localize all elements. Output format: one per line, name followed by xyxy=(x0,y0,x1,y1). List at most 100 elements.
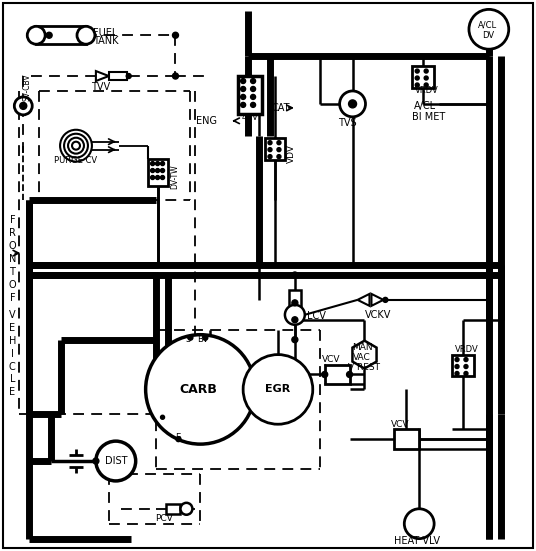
Text: H: H xyxy=(9,336,16,345)
Circle shape xyxy=(241,102,245,107)
Circle shape xyxy=(161,161,165,165)
Bar xyxy=(109,72,126,80)
Text: MAN: MAN xyxy=(353,343,373,352)
Text: O: O xyxy=(9,241,16,251)
Circle shape xyxy=(455,371,459,375)
Bar xyxy=(289,290,301,308)
Polygon shape xyxy=(353,341,377,369)
Text: TANK: TANK xyxy=(93,36,118,46)
Circle shape xyxy=(464,365,468,369)
Circle shape xyxy=(64,134,88,158)
Circle shape xyxy=(27,26,45,44)
Text: N: N xyxy=(9,254,16,264)
Circle shape xyxy=(415,83,419,87)
Bar xyxy=(412,66,434,88)
Circle shape xyxy=(126,73,131,79)
Text: V REST: V REST xyxy=(347,363,379,372)
Circle shape xyxy=(72,142,80,150)
Circle shape xyxy=(292,317,298,323)
Circle shape xyxy=(77,26,95,44)
Polygon shape xyxy=(371,294,383,306)
Circle shape xyxy=(292,300,298,306)
Text: V: V xyxy=(9,310,16,320)
Circle shape xyxy=(251,102,256,107)
Circle shape xyxy=(173,73,178,79)
Circle shape xyxy=(181,503,192,515)
Circle shape xyxy=(46,33,52,38)
Text: DV-TW: DV-TW xyxy=(170,165,180,189)
Text: PURGE CV: PURGE CV xyxy=(54,156,97,165)
Circle shape xyxy=(455,358,459,361)
Circle shape xyxy=(155,169,160,172)
Circle shape xyxy=(292,272,298,278)
Circle shape xyxy=(251,79,256,84)
Bar xyxy=(238,76,262,114)
Circle shape xyxy=(404,509,434,539)
Circle shape xyxy=(322,371,327,377)
Text: E: E xyxy=(175,433,181,442)
Text: r: r xyxy=(161,414,163,420)
Text: I: I xyxy=(11,349,14,359)
Text: S: S xyxy=(186,335,191,344)
Circle shape xyxy=(292,337,298,343)
Circle shape xyxy=(285,305,305,325)
Circle shape xyxy=(251,94,256,99)
Circle shape xyxy=(455,365,459,369)
Bar xyxy=(325,365,349,385)
Text: BV: BV xyxy=(197,335,208,344)
Text: A/CL: A/CL xyxy=(414,101,436,111)
Text: LCV: LCV xyxy=(307,311,326,321)
Text: VDV: VDV xyxy=(287,144,296,163)
Circle shape xyxy=(176,436,181,442)
Circle shape xyxy=(203,335,208,340)
Text: SV-CBV: SV-CBV xyxy=(23,73,32,101)
Text: F: F xyxy=(10,293,15,303)
Circle shape xyxy=(161,176,165,180)
Text: DIST: DIST xyxy=(105,456,127,466)
Text: R: R xyxy=(9,228,16,238)
Text: HEAT VLV: HEAT VLV xyxy=(394,536,441,545)
Text: CARB: CARB xyxy=(180,383,217,396)
Circle shape xyxy=(155,176,160,180)
Circle shape xyxy=(68,138,84,154)
Circle shape xyxy=(151,161,154,165)
Bar xyxy=(166,504,181,514)
Text: O: O xyxy=(9,280,16,290)
Circle shape xyxy=(340,91,366,117)
Circle shape xyxy=(155,161,160,165)
Circle shape xyxy=(268,141,272,145)
Circle shape xyxy=(424,83,428,87)
Bar xyxy=(394,429,419,449)
Text: E: E xyxy=(9,387,16,397)
Text: E: E xyxy=(9,323,16,333)
Circle shape xyxy=(348,100,356,108)
Circle shape xyxy=(151,169,154,172)
Circle shape xyxy=(268,155,272,159)
Circle shape xyxy=(424,69,428,73)
Bar xyxy=(265,138,285,160)
Circle shape xyxy=(347,371,353,377)
Circle shape xyxy=(277,141,281,145)
Text: C: C xyxy=(9,361,16,371)
Polygon shape xyxy=(96,71,109,81)
Circle shape xyxy=(241,94,245,99)
Circle shape xyxy=(424,76,428,80)
Circle shape xyxy=(96,441,136,481)
Text: PCV: PCV xyxy=(155,514,173,523)
Bar xyxy=(452,355,474,376)
Circle shape xyxy=(256,262,262,268)
Circle shape xyxy=(415,76,419,80)
Circle shape xyxy=(60,129,92,161)
Circle shape xyxy=(383,298,388,302)
Circle shape xyxy=(415,69,419,73)
Text: TVS: TVS xyxy=(338,118,356,128)
Circle shape xyxy=(14,97,32,115)
Text: FUEL: FUEL xyxy=(93,28,117,38)
Text: EGR: EGR xyxy=(265,385,291,395)
Text: VCV: VCV xyxy=(322,355,340,364)
Circle shape xyxy=(173,33,178,38)
Polygon shape xyxy=(358,294,369,306)
Circle shape xyxy=(277,148,281,152)
Circle shape xyxy=(161,415,165,419)
Text: VCKV: VCKV xyxy=(364,310,391,320)
